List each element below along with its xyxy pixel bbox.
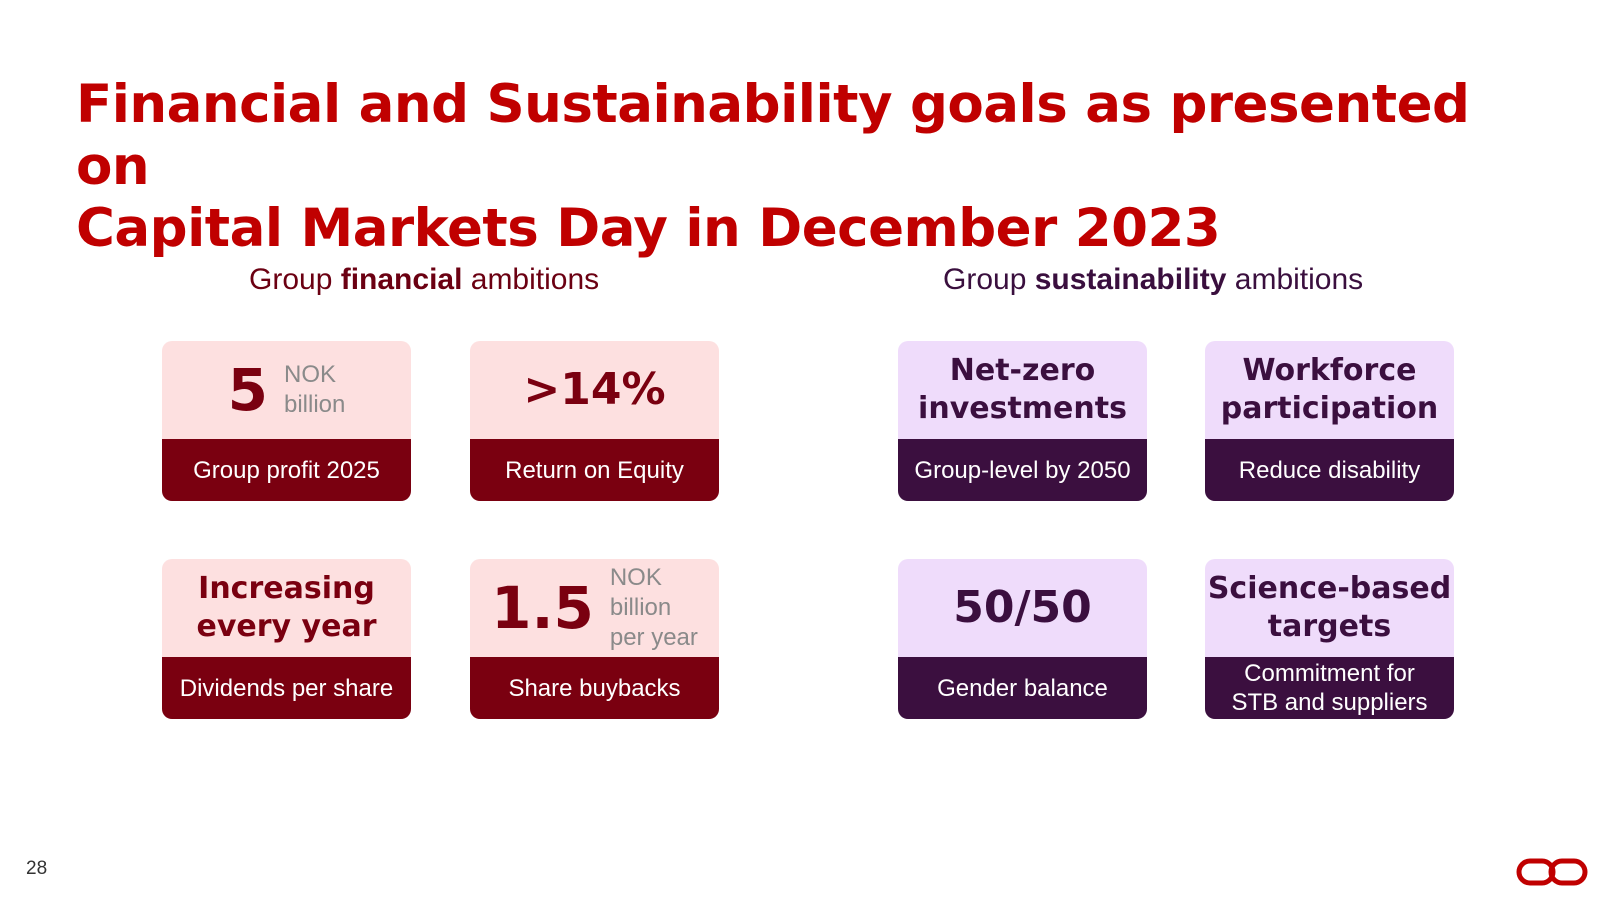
sustainability-heading-pre: Group: [943, 263, 1035, 296]
card-share-buybacks: 1.5 NOK billion per year Share buybacks: [470, 559, 719, 719]
card-value: 1.5: [491, 574, 594, 642]
financial-heading-post: ambitions: [462, 263, 600, 296]
unit-line: NOK: [609, 564, 662, 591]
card-label: Group-level by 2050: [898, 439, 1147, 501]
sustainability-heading-bold: sustainability: [1034, 263, 1227, 296]
card-return-on-equity: >14% Return on Equity: [470, 341, 719, 501]
card-label: Commitment for STB and suppliers: [1205, 657, 1454, 719]
financial-heading-pre: Group: [249, 263, 341, 296]
card-label: Group profit 2025: [162, 439, 411, 501]
card-dividends: Increasing every year Dividends per shar…: [162, 559, 411, 719]
card-value-line: participation: [1220, 391, 1439, 426]
card-value: Increasing every year: [197, 570, 377, 646]
sustainability-heading-post: ambitions: [1226, 263, 1364, 296]
card-unit: NOK billion per year: [610, 563, 698, 653]
card-workforce: Workforce participation Reduce disabilit…: [1205, 341, 1454, 501]
card-label: Reduce disability: [1205, 439, 1454, 501]
title-line-1: Financial and Sustainability goals as pr…: [76, 74, 1470, 197]
page-number: 28: [26, 858, 48, 879]
card-value-line: Net-zero: [949, 353, 1096, 388]
card-label: Return on Equity: [470, 439, 719, 501]
card-group-profit: 5 NOK billion Group profit 2025: [162, 341, 411, 501]
card-label: Share buybacks: [470, 657, 719, 719]
card-value: >14%: [523, 364, 666, 415]
financial-heading: Group financial ambitions: [249, 262, 599, 298]
card-value-line: Science-based: [1207, 571, 1452, 606]
unit-line: billion: [609, 594, 672, 621]
card-value: 50/50: [953, 582, 1092, 633]
unit-line: per year: [609, 624, 698, 651]
sustainability-heading: Group sustainability ambitions: [943, 262, 1363, 298]
slide-title: Financial and Sustainability goals as pr…: [76, 74, 1556, 260]
card-value-line: targets: [1267, 609, 1392, 644]
card-label: Dividends per share: [162, 657, 411, 719]
card-net-zero: Net-zero investments Group-level by 2050: [898, 341, 1147, 501]
card-value: 5: [227, 356, 268, 424]
link-chain-icon: [1516, 858, 1588, 886]
unit-line: NOK: [283, 361, 336, 388]
card-value-line: Workforce: [1242, 353, 1417, 388]
card-value-line: every year: [196, 609, 377, 644]
card-science-based: Science-based targets Commitment for STB…: [1205, 559, 1454, 719]
title-line-2: Capital Markets Day in December 2023: [76, 198, 1221, 259]
card-value: Science-based targets: [1208, 570, 1451, 646]
card-unit: NOK billion: [284, 360, 345, 420]
card-value: Workforce participation: [1221, 352, 1439, 428]
card-gender-balance: 50/50 Gender balance: [898, 559, 1147, 719]
card-label: Gender balance: [898, 657, 1147, 719]
financial-heading-bold: financial: [340, 263, 463, 296]
unit-line: billion: [283, 391, 346, 418]
card-label-line: Commitment for: [1244, 660, 1415, 687]
card-value-line: Increasing: [198, 571, 375, 606]
card-label-line: STB and suppliers: [1231, 689, 1428, 716]
card-value: Net-zero investments: [918, 352, 1127, 428]
card-value-line: investments: [918, 391, 1127, 426]
